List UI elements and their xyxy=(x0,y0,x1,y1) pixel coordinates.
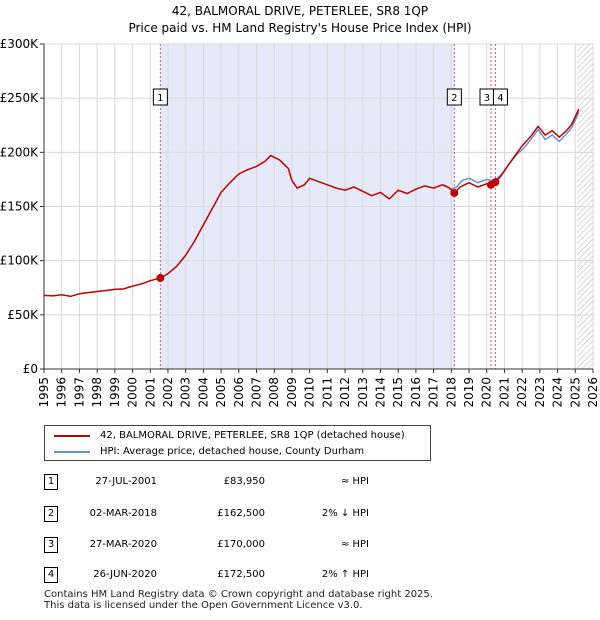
x-tick-label: 1999 xyxy=(108,377,122,408)
transaction-label: 2 xyxy=(451,93,457,104)
transaction-hpi: 2% ↓ HPI xyxy=(321,508,369,519)
y-tick-label: £250K xyxy=(0,91,39,105)
legend-label-hpi: HPI: Average price, detached house, Coun… xyxy=(100,446,365,457)
transaction-number: 4 xyxy=(44,567,58,583)
legend-swatch-hpi xyxy=(54,451,90,453)
transaction-label-box xyxy=(152,88,168,106)
x-tick-label: 1997 xyxy=(72,377,86,408)
x-tick-label: 2004 xyxy=(196,377,210,408)
x-tick-label: 1998 xyxy=(90,377,104,408)
x-tick-label: 2018 xyxy=(444,377,458,408)
sale-point xyxy=(156,274,165,283)
footer-copyright: Contains HM Land Registry data © Crown c… xyxy=(44,589,433,600)
transaction-hpi: ≈ HPI xyxy=(340,539,369,550)
x-tick-label: 2001 xyxy=(143,377,157,408)
table-row: 3 27-MAR-2020 £170,000 ≈ HPI xyxy=(0,537,600,555)
transaction-price: £83,950 xyxy=(223,476,265,487)
x-tick-label: 2000 xyxy=(126,377,140,408)
x-tick-label: 2015 xyxy=(391,377,405,408)
transaction-hpi: 2% ↑ HPI xyxy=(321,569,369,580)
x-tick-label: 2010 xyxy=(303,377,317,408)
footer-licence: This data is licensed under the Open Gov… xyxy=(44,600,363,611)
y-tick-label: £200K xyxy=(0,145,39,159)
transaction-date: 27-MAR-2020 xyxy=(89,539,157,550)
x-tick-label: 2002 xyxy=(161,377,175,408)
x-tick-label: 2006 xyxy=(232,377,246,408)
transaction-label-box xyxy=(492,88,508,106)
x-tick-label: 2008 xyxy=(267,377,281,408)
x-tick-label: 2011 xyxy=(320,377,334,408)
transaction-label: 1 xyxy=(157,93,163,104)
y-tick-label: £0 xyxy=(23,362,38,376)
chart-title: 42, BALMORAL DRIVE, PETERLEE, SR8 1QP xyxy=(172,4,428,18)
sale-point xyxy=(450,188,459,197)
x-tick-label: 2022 xyxy=(515,377,529,408)
x-tick-label: 1996 xyxy=(55,377,69,408)
y-tick-label: £100K xyxy=(0,254,39,268)
legend-swatch-property xyxy=(54,435,90,437)
footer: Contains HM Land Registry data © Crown c… xyxy=(44,589,433,611)
x-tick-label: 2009 xyxy=(285,377,299,408)
chart-subtitle: Price paid vs. HM Land Registry's House … xyxy=(128,21,471,35)
x-tick-label: 2026 xyxy=(586,377,600,408)
transaction-label: 3 xyxy=(484,93,490,104)
x-tick-label: 2005 xyxy=(214,377,228,408)
x-tick-label: 2003 xyxy=(179,377,193,408)
legend-label-property: 42, BALMORAL DRIVE, PETERLEE, SR8 1QP (d… xyxy=(100,430,405,441)
transaction-number: 3 xyxy=(44,537,58,553)
transaction-number: 2 xyxy=(44,506,58,522)
transaction-date: 27-JUL-2001 xyxy=(95,476,157,487)
y-tick-label: £50K xyxy=(7,308,39,322)
transaction-label-box xyxy=(446,88,462,106)
transaction-number: 1 xyxy=(44,474,58,490)
legend: 42, BALMORAL DRIVE, PETERLEE, SR8 1QP (d… xyxy=(44,425,431,461)
table-row: 1 27-JUL-2001 £83,950 ≈ HPI xyxy=(0,474,600,492)
x-tick-label: 2024 xyxy=(551,377,565,408)
x-tick-label: 1995 xyxy=(37,377,51,408)
x-tick-label: 2025 xyxy=(568,377,582,408)
x-tick-label: 2021 xyxy=(497,377,511,408)
transaction-price: £172,500 xyxy=(217,569,265,580)
transaction-price: £170,000 xyxy=(217,539,265,550)
x-tick-label: 2019 xyxy=(462,377,476,408)
y-tick-label: £150K xyxy=(0,200,39,214)
x-tick-label: 2016 xyxy=(409,377,423,408)
y-tick-label: £300K xyxy=(0,37,39,51)
transaction-date: 02-MAR-2018 xyxy=(89,508,157,519)
x-tick-label: 2007 xyxy=(250,377,264,408)
x-tick-label: 2012 xyxy=(338,377,352,408)
table-row: 2 02-MAR-2018 £162,500 2% ↓ HPI xyxy=(0,506,600,524)
transaction-label: 4 xyxy=(497,93,503,104)
x-tick-label: 2023 xyxy=(533,377,547,408)
table-row: 4 26-JUN-2020 £172,500 2% ↑ HPI xyxy=(0,567,600,585)
sale-point xyxy=(491,178,500,187)
x-tick-label: 2017 xyxy=(427,377,441,408)
series-line-property xyxy=(43,108,580,298)
transaction-date: 26-JUN-2020 xyxy=(93,569,157,580)
transaction-hpi: ≈ HPI xyxy=(340,476,369,487)
x-tick-label: 2020 xyxy=(480,377,494,408)
transaction-price: £162,500 xyxy=(217,508,265,519)
x-tick-label: 2014 xyxy=(373,377,387,408)
x-tick-label: 2013 xyxy=(356,377,370,408)
